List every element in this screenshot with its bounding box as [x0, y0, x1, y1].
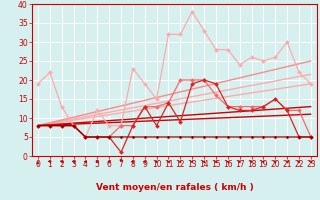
X-axis label: Vent moyen/en rafales ( km/h ): Vent moyen/en rafales ( km/h ) [96, 183, 253, 192]
